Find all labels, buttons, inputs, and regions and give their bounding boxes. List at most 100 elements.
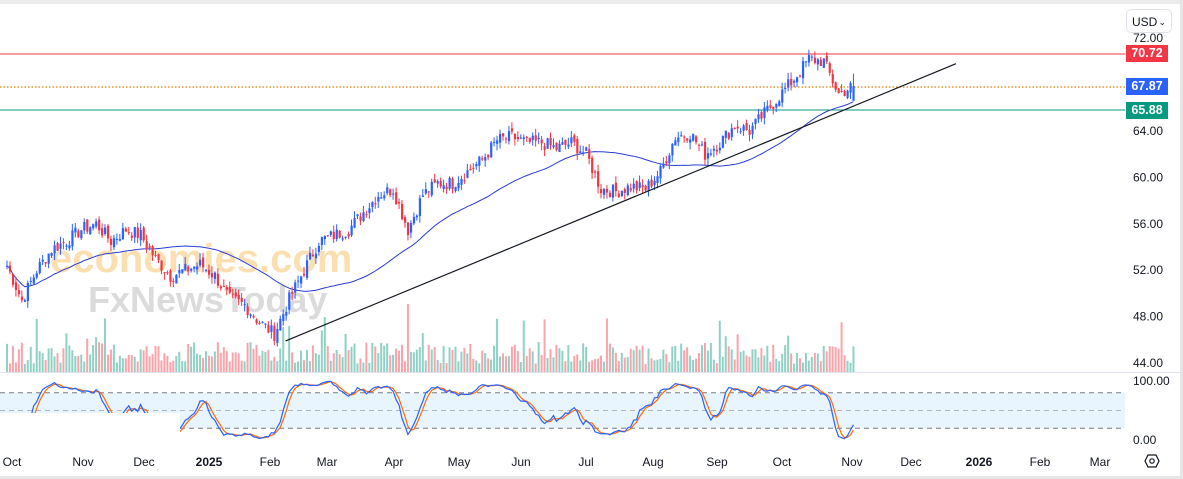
candle [585,146,588,151]
candle [47,253,50,269]
candle-body [127,231,130,233]
volume-bar [204,351,207,372]
candle [852,73,855,101]
volume-bar [181,360,184,372]
candle [219,284,223,291]
candle [65,243,68,251]
volume-bar [163,353,166,372]
candle [525,135,528,143]
candle-body [626,185,629,195]
candle-body [237,294,240,300]
volume-bar [528,348,531,372]
volume-bar [401,344,404,372]
candle [807,49,811,67]
candle [392,188,395,200]
volume-bar [332,353,335,372]
candle [89,226,92,236]
time-axis-label: Oct [773,455,792,469]
candle [190,267,193,273]
candle [32,274,35,285]
candle [41,255,44,266]
volume-bar [175,356,178,372]
candle-body [329,231,332,235]
volume-bar [600,355,602,372]
volume-bar [436,359,439,372]
candle-body [148,246,151,248]
volume-bar [133,356,136,372]
candle-body [252,315,255,318]
candle [772,106,775,115]
volume-bar [493,345,496,372]
candle [50,252,53,258]
candle-body [124,228,127,232]
candle [549,132,552,150]
volume-bar [246,342,249,372]
candle-body [288,292,291,310]
candle-body [181,269,184,273]
candle [695,135,698,145]
candle-body [552,145,555,148]
candle [240,293,243,307]
volume-bar [689,355,692,372]
volume-bar [644,363,647,372]
candle [29,276,32,285]
volume-bar [406,303,409,372]
candle-body [712,148,716,151]
candle-body [353,218,356,228]
settings-gear-icon[interactable] [1144,453,1160,469]
candle [445,182,448,194]
candle [267,321,270,334]
candle [282,309,285,326]
volume-bar [751,349,754,372]
support-price-tag: 65.88 [1126,102,1168,119]
candle [591,155,594,180]
volume-bar [718,320,721,372]
candle [493,137,496,147]
candle-body [733,128,736,130]
candle [196,262,199,275]
candle-body [819,59,822,67]
candle [828,61,831,76]
candle-body [231,293,234,295]
time-axis-label: Feb [260,455,281,469]
candle [68,240,71,251]
candle [718,142,721,154]
candle [172,278,175,287]
candle [169,268,172,287]
candle [840,84,843,93]
candle [412,212,416,226]
volume-bar [184,361,187,372]
candle-body [466,170,469,178]
volume-bar [267,349,270,372]
volume-bar [552,357,555,372]
candle [600,183,603,199]
volume-bar [775,358,778,372]
volume-bar [151,354,154,372]
volume-bar [665,353,668,372]
candle [374,196,377,209]
candle-body [291,291,294,295]
volume-bar [101,343,104,372]
candle-body [380,197,383,199]
currency-selector[interactable]: USD ⌄ [1126,9,1172,33]
candle [421,188,424,198]
volume-bar [308,361,311,372]
candle [677,131,680,147]
volume-bar [582,343,585,372]
candle-body [662,163,665,168]
candle-body [745,122,748,130]
price-axis-label: 64.00 [1133,124,1163,138]
candle-body [472,167,475,169]
candle-body [742,125,745,131]
volume-bar [395,348,398,372]
candle-body [26,283,29,302]
volume-bar [793,363,796,372]
candle [810,54,814,62]
volume-bar [243,361,246,372]
candle-body [303,273,306,276]
volume-bar [769,361,772,372]
candle [350,219,353,237]
volume-bar [736,334,739,372]
